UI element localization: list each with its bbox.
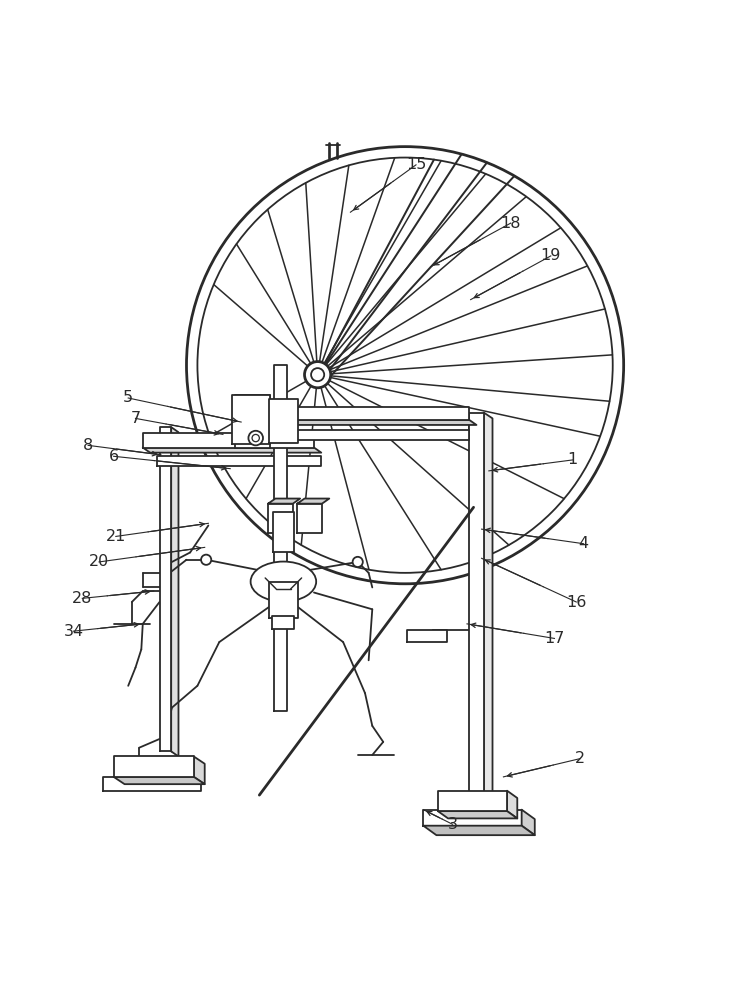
Polygon shape [280,420,477,425]
Circle shape [304,362,331,388]
Text: 2: 2 [575,751,585,766]
Polygon shape [280,430,469,440]
Polygon shape [469,413,484,799]
Polygon shape [272,616,294,629]
Polygon shape [297,499,329,504]
Text: 4: 4 [578,536,588,551]
Polygon shape [103,777,201,791]
Polygon shape [160,427,172,751]
Polygon shape [268,504,293,533]
Circle shape [353,557,363,567]
Polygon shape [484,413,493,805]
Circle shape [248,431,263,445]
Text: 3: 3 [447,817,458,832]
Polygon shape [438,811,518,818]
Text: 18: 18 [501,216,521,231]
Polygon shape [143,433,314,448]
Polygon shape [407,630,447,642]
Polygon shape [280,407,469,420]
Polygon shape [297,504,322,533]
Polygon shape [273,512,293,552]
Text: 34: 34 [64,624,84,639]
Text: 1: 1 [567,452,577,467]
Polygon shape [143,448,321,453]
Polygon shape [274,365,287,711]
Text: 28: 28 [72,591,93,606]
Text: 20: 20 [89,554,110,569]
Polygon shape [193,756,204,784]
Polygon shape [158,456,321,466]
Text: 7: 7 [131,411,141,426]
Text: 5: 5 [123,390,134,405]
Polygon shape [235,395,270,448]
Text: 17: 17 [545,631,564,646]
Polygon shape [522,810,535,835]
Text: 16: 16 [566,595,586,610]
Polygon shape [114,756,193,777]
Polygon shape [423,826,535,835]
Polygon shape [507,791,518,818]
Text: 15: 15 [406,157,426,172]
Polygon shape [268,499,300,504]
Text: 8: 8 [83,438,93,453]
Circle shape [201,555,211,565]
Polygon shape [269,582,298,618]
Text: 6: 6 [109,449,119,464]
Text: 21: 21 [106,529,126,544]
Polygon shape [269,399,298,443]
Polygon shape [114,777,204,784]
Polygon shape [423,810,522,826]
Ellipse shape [250,562,316,602]
Text: 19: 19 [541,248,561,263]
Polygon shape [172,427,178,756]
Polygon shape [231,395,270,444]
Polygon shape [438,791,507,811]
